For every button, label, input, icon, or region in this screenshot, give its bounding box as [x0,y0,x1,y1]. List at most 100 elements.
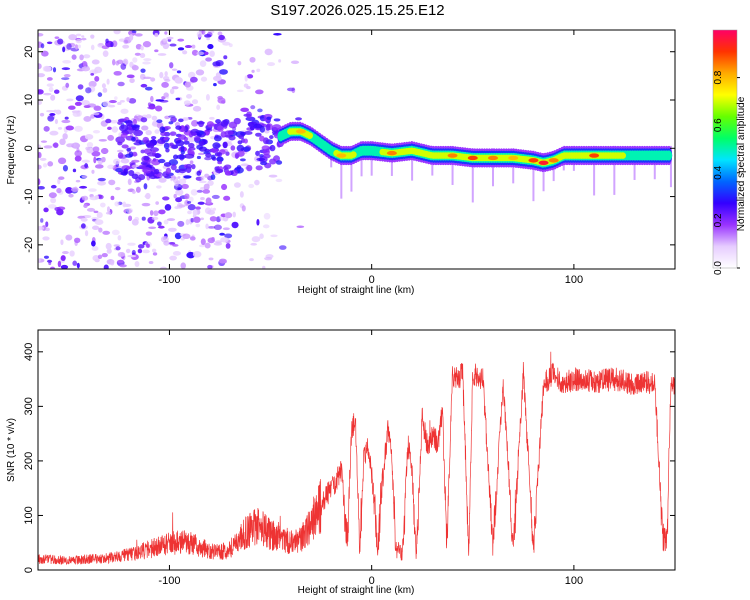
cluster-blob [259,154,265,158]
noise-blob [57,38,64,45]
noise-blob [116,59,124,65]
noise-blob [88,188,97,192]
noise-blob [50,197,57,204]
noise-blob [263,212,271,220]
noise-blob [212,61,221,67]
cluster-blob [253,123,263,129]
noise-blob [132,57,138,63]
noise-blob [77,84,84,90]
noise-blob [52,142,59,148]
noise-blob [75,95,84,102]
noise-blob [139,73,146,80]
noise-blob [43,145,53,149]
bottom-y-axis-label: SNR (10 * v/v) [6,418,17,482]
noise-blob [157,53,167,56]
noise-blob [40,218,44,223]
noise-blob [290,60,300,64]
noise-blob [195,206,201,210]
cluster-blob [183,140,190,145]
cluster-blob [178,168,187,174]
noise-blob [162,236,167,241]
noise-blob [217,97,226,104]
y-tick-label: -20 [23,237,35,253]
noise-blob [164,31,168,35]
noise-blob [196,31,202,38]
noise-blob [98,227,103,233]
noise-blob [189,236,196,241]
cluster-blob [228,121,238,129]
noise-blob [86,207,96,212]
noise-blob [151,248,157,253]
noise-blob [38,63,42,70]
noise-blob [144,86,153,91]
noise-blob [91,151,101,157]
noise-blob [162,38,169,41]
noise-blob [191,99,199,105]
ridge-segment [306,132,313,139]
noise-blob [74,125,83,132]
noise-blob [79,185,88,189]
noise-blob [175,197,183,203]
noise-blob [74,101,82,106]
noise-blob [190,217,195,223]
noise-blob [183,100,191,106]
top-plot-frame [37,29,676,270]
cluster-blob [117,141,123,146]
noise-blob [119,99,125,103]
noise-blob [102,50,109,57]
cluster-blob [225,170,232,176]
noise-blob [117,235,122,241]
noise-blob [105,38,109,44]
noise-blob [94,164,104,169]
noise-blob [286,87,295,92]
noise-blob [228,43,233,48]
noise-blob [117,101,122,106]
noise-blob [203,51,209,56]
noise-blob [90,34,95,39]
ridge-peak [538,160,549,165]
noise-blob [90,44,95,51]
noise-blob [39,112,45,117]
cluster-blob [196,170,202,176]
noise-blob [54,119,58,125]
noise-blob [81,66,91,72]
noise-blob [61,119,71,124]
cluster-blob [216,156,224,162]
noise-blob [76,262,80,269]
noise-blob [75,179,81,183]
noise-blob [295,117,302,121]
noise-blob [46,259,53,263]
noise-blob [207,264,213,269]
noise-blob [106,78,110,85]
noise-blob [168,227,177,232]
noise-blob [176,70,182,74]
ridge-peak [336,153,347,158]
noise-blob [83,115,92,122]
noise-blob [126,74,135,79]
noise-blob [158,209,166,215]
cluster-blob [169,142,174,147]
noise-blob [62,60,72,64]
noise-blob [157,225,165,229]
noise-blob [163,92,169,98]
noise-blob [219,69,228,75]
cluster-blob [143,155,150,161]
noise-blob [49,130,59,136]
colorbar-tick-label: 0.8 [713,70,724,84]
bottom-axes: -100 0 100 0 100 200 300 400 [23,330,675,587]
spectrogram-ridge-layer [277,121,673,173]
noise-blob [184,45,192,49]
noise-blob [185,219,190,226]
noise-blob [62,133,68,140]
cluster-blob [157,138,166,145]
y-tick-label: 400 [23,343,35,361]
noise-blob [131,30,137,33]
colorbar-tick-label: 0.2 [713,213,724,227]
x-tick-label: 0 [369,274,375,286]
cluster-blob [198,120,204,128]
noise-blob [162,196,170,201]
noise-blob [84,163,89,169]
noise-blob [163,240,170,246]
noise-blob [110,195,115,201]
